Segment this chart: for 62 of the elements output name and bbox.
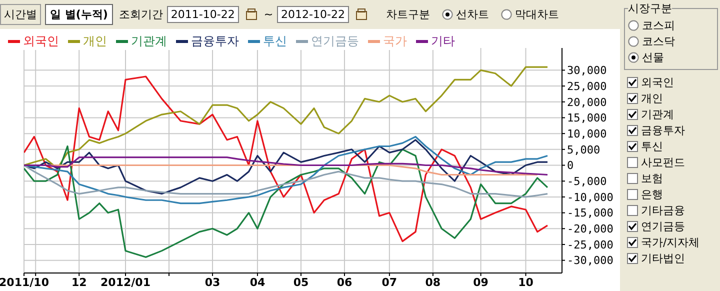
text: 국가/지자체 [640, 234, 701, 250]
legend-label: 국가 [382, 33, 407, 50]
x-tick-label: 05 [293, 276, 309, 289]
x-tick-label: 10 [518, 276, 534, 289]
y-tick-label: -10,000 [567, 190, 614, 204]
text: 코스피 [641, 18, 676, 33]
text: 시간별 [0, 4, 41, 24]
text: 사모펀드 [640, 154, 686, 170]
x-tick-label: 03 [204, 276, 220, 289]
text: 보험 [640, 170, 664, 186]
text: 은행 [640, 186, 664, 202]
x-tick-label: 09 [473, 276, 488, 289]
text: 막대차트 [514, 6, 559, 22]
y-tick-label: 30,000 [567, 64, 607, 78]
text: 금융투자 [640, 122, 686, 138]
legend-label: 개인 [82, 33, 107, 50]
legend-label: 외국인 [22, 33, 59, 50]
x-tick-label: 04 [250, 276, 266, 289]
line-series [24, 156, 548, 176]
y-tick-label: -20,000 [567, 222, 614, 236]
text: 조회기간 [118, 6, 163, 22]
y-tick-label: 0 [567, 159, 574, 172]
text: ~ [264, 8, 274, 20]
text: 시장구분 [628, 1, 672, 16]
y-tick-label: -25,000 [567, 238, 614, 252]
line-series [24, 145, 548, 258]
text: 2011-10-22 [166, 6, 239, 22]
y-tick-label: 5,000 [567, 143, 600, 156]
y-tick-label: -15,000 [567, 206, 614, 220]
legend-label: 투신 [262, 33, 287, 50]
line-series [24, 76, 548, 242]
x-tick-label: 08 [425, 276, 441, 289]
text: 차트구분 [386, 6, 430, 22]
text: 선물 [641, 50, 665, 65]
y-tick-label: -5,000 [567, 175, 607, 188]
text: 연기금등 [640, 218, 686, 234]
text: 기관계 [640, 106, 675, 122]
text: 코스닥 [641, 34, 676, 49]
x-tick-label: 2011/10 [0, 276, 50, 289]
x-tick-label: 2012/01 [100, 276, 150, 289]
text: 일 별(누적) [45, 4, 113, 24]
text: 2012-10-22 [277, 6, 349, 22]
x-tick-label: 06 [336, 276, 352, 289]
legend-label: 연기금등 [310, 33, 359, 50]
y-tick-label: 25,000 [567, 80, 607, 93]
legend-label: 기관계 [130, 33, 167, 50]
text: 기타법인 [640, 250, 686, 266]
y-tick-label: 10,000 [567, 127, 607, 140]
x-tick-label: 07 [382, 276, 398, 289]
text: 개인 [640, 90, 664, 106]
legend-label: 금융투자 [190, 33, 239, 50]
text: 선차트 [454, 6, 489, 22]
y-tick-label: 15,000 [567, 112, 607, 125]
line-series [24, 164, 548, 198]
y-tick-label: -30,000 [567, 254, 614, 268]
text: 외국인 [640, 74, 675, 90]
text: 기타금융 [640, 202, 686, 218]
y-tick-label: 20,000 [567, 96, 607, 109]
x-tick-label: 12 [71, 276, 87, 289]
legend-label: 기타 [430, 33, 455, 50]
line-series [24, 136, 548, 204]
text: 투신 [640, 138, 664, 154]
